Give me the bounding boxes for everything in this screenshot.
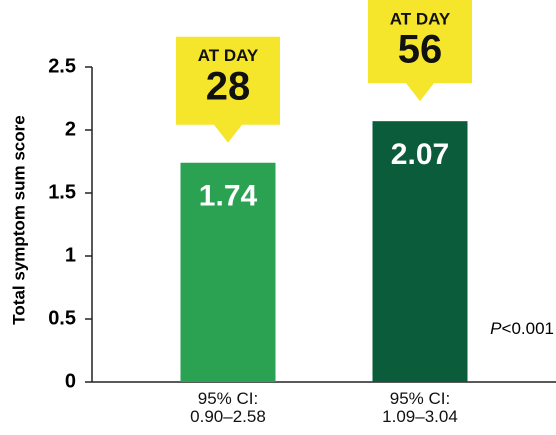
y-tick-label: 2.5 xyxy=(48,55,76,77)
callout-line1: AT DAY xyxy=(198,46,259,65)
callout-line2: 28 xyxy=(206,64,251,108)
y-axis-label: Total symptom sum score xyxy=(9,115,28,324)
value-label: 1.74 xyxy=(199,180,258,213)
p-symbol: P xyxy=(490,319,502,338)
p-text: <0.001 xyxy=(502,319,554,338)
callout xyxy=(176,36,280,143)
y-tick-label: 0.5 xyxy=(48,307,76,329)
y-tick-label: 1 xyxy=(65,244,76,266)
value-label: 2.07 xyxy=(391,138,449,171)
p-value: P<0.001 xyxy=(490,319,554,338)
callout-line1: AT DAY xyxy=(390,9,451,28)
bar xyxy=(180,162,276,382)
bar xyxy=(372,121,468,383)
callout xyxy=(368,0,472,102)
y-tick-label: 2 xyxy=(65,118,76,140)
x-tick-label: 95% CI: 0.90–2.58 xyxy=(190,389,266,426)
y-tick-label: 0 xyxy=(65,370,76,392)
y-tick-label: 1.5 xyxy=(48,181,76,203)
callout-line2: 56 xyxy=(398,28,443,72)
x-tick-label: 95% CI: 1.09–3.04 xyxy=(382,389,458,426)
